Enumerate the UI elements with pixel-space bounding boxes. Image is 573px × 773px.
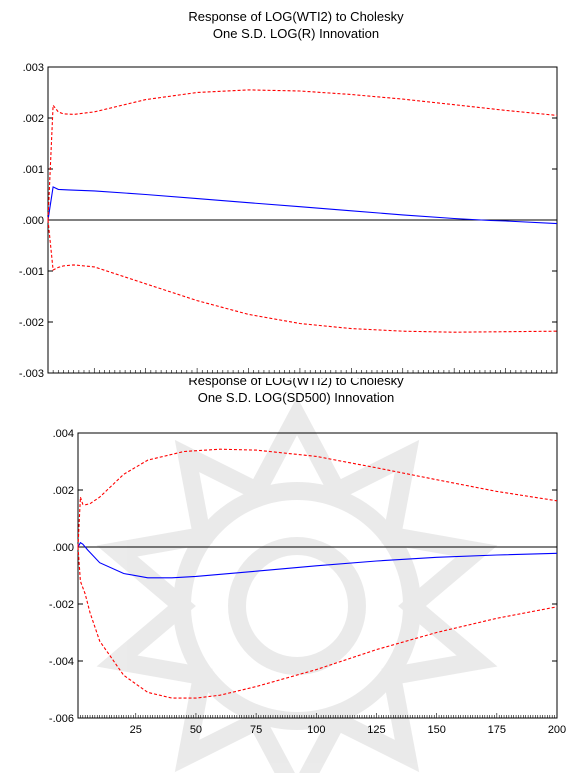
y-tick-label: -.004 <box>49 656 74 668</box>
y-tick-label: .001 <box>23 164 44 176</box>
y-tick-label: -.002 <box>49 599 74 611</box>
x-tick-label: 200 <box>548 724 566 736</box>
chart-log-sd500-response: Response of LOG(WTI2) to Cholesky One S.… <box>49 378 566 736</box>
confidence-band-line <box>77 546 558 699</box>
x-tick-label: 100 <box>307 724 325 736</box>
y-tick-label: -.001 <box>19 266 44 278</box>
x-tick-label: 75 <box>250 724 262 736</box>
x-tick-label: 175 <box>488 724 506 736</box>
x-tick-label: 25 <box>130 724 142 736</box>
y-tick-label: -.003 <box>19 368 44 378</box>
confidence-band-line <box>47 89 558 221</box>
x-tick-label: 150 <box>427 724 445 736</box>
y-tick-label: .002 <box>23 113 44 125</box>
chart-log-r-response: Response of LOG(WTI2) to Cholesky One S.… <box>19 9 558 378</box>
confidence-band-line <box>77 448 558 548</box>
y-tick-label: .004 <box>53 428 74 440</box>
y-tick-label: .000 <box>53 542 74 554</box>
plot-frame <box>77 432 558 719</box>
y-tick-label: -.006 <box>49 713 74 725</box>
x-tick-label: 125 <box>367 724 385 736</box>
y-tick-label: .000 <box>23 215 44 227</box>
chart-title: Response of LOG(WTI2) to Cholesky <box>188 9 404 24</box>
y-tick-label: -.002 <box>19 317 44 329</box>
y-tick-label: .002 <box>53 485 74 497</box>
impulse-response-line <box>47 186 558 225</box>
chart-title: Response of LOG(WTI2) to Cholesky <box>188 378 404 388</box>
impulse-response-line <box>77 541 558 579</box>
chart-subtitle: One S.D. LOG(R) Innovation <box>213 26 379 41</box>
x-tick-label: 50 <box>190 724 202 736</box>
y-tick-label: .003 <box>23 62 44 74</box>
chart-subtitle: One S.D. LOG(SD500) Innovation <box>198 390 395 405</box>
confidence-band-line <box>47 219 558 333</box>
